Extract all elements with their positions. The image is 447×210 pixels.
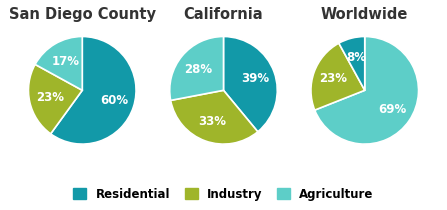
Wedge shape bbox=[315, 37, 418, 144]
Wedge shape bbox=[311, 43, 365, 110]
Legend: Residential, Industry, Agriculture: Residential, Industry, Agriculture bbox=[70, 184, 377, 204]
Text: 39%: 39% bbox=[241, 72, 269, 85]
Wedge shape bbox=[51, 37, 136, 144]
Text: 69%: 69% bbox=[378, 102, 406, 116]
Title: Worldwide: Worldwide bbox=[321, 7, 409, 22]
Text: 17%: 17% bbox=[51, 55, 79, 68]
Text: 60%: 60% bbox=[100, 94, 128, 107]
Text: 23%: 23% bbox=[36, 91, 64, 104]
Text: 33%: 33% bbox=[198, 115, 226, 128]
Title: California: California bbox=[184, 7, 263, 22]
Text: 8%: 8% bbox=[346, 51, 367, 64]
Text: 23%: 23% bbox=[319, 72, 347, 85]
Wedge shape bbox=[170, 37, 224, 100]
Wedge shape bbox=[339, 37, 365, 90]
Title: San Diego County: San Diego County bbox=[9, 7, 156, 22]
Wedge shape bbox=[171, 90, 258, 144]
Text: 28%: 28% bbox=[184, 63, 212, 76]
Wedge shape bbox=[224, 37, 277, 132]
Wedge shape bbox=[29, 64, 82, 134]
Wedge shape bbox=[35, 37, 82, 90]
